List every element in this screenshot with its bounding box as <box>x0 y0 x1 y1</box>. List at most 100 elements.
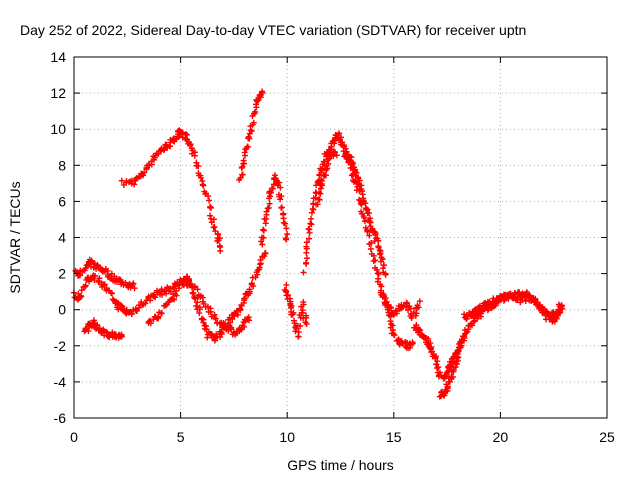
y-tick-label: -6 <box>54 410 67 426</box>
data-point <box>239 163 246 170</box>
data-point <box>196 306 203 313</box>
data-point <box>557 309 564 316</box>
data-point <box>434 358 441 365</box>
x-tick-label: 0 <box>70 429 78 445</box>
data-point <box>211 223 218 230</box>
data-point <box>375 243 382 250</box>
x-axis-label: GPS time / hours <box>287 457 394 473</box>
data-point <box>194 299 201 306</box>
data-point <box>258 238 265 245</box>
data-point <box>364 228 371 235</box>
data-point <box>443 371 450 378</box>
data-point <box>245 314 252 321</box>
data-point <box>193 302 200 309</box>
data-point <box>368 239 375 246</box>
data-point <box>278 204 285 211</box>
data-point <box>308 209 315 216</box>
data-point <box>349 171 356 178</box>
data-point <box>183 136 190 143</box>
data-point <box>108 290 115 297</box>
data-point <box>333 152 340 159</box>
data-point <box>272 175 279 182</box>
data-point <box>375 237 382 244</box>
data-point <box>191 152 198 159</box>
data-point <box>158 291 165 298</box>
data-point <box>544 311 551 318</box>
data-point <box>526 292 533 299</box>
y-tick-label: 2 <box>58 266 66 282</box>
data-point <box>306 226 313 233</box>
data-point <box>519 297 526 304</box>
data-point <box>463 329 470 336</box>
data-point <box>390 311 397 318</box>
y-tick-label: 12 <box>50 85 66 101</box>
data-point <box>382 270 389 277</box>
data-point <box>207 308 214 315</box>
data-point <box>267 189 274 196</box>
data-point <box>428 348 435 355</box>
data-point <box>147 297 154 304</box>
data-point <box>233 308 240 315</box>
data-point <box>234 311 241 318</box>
data-point <box>386 303 393 310</box>
data-point <box>316 189 323 196</box>
data-point <box>118 333 125 340</box>
data-point <box>295 329 302 336</box>
data-point <box>554 312 561 319</box>
data-point <box>87 263 94 270</box>
data-point <box>82 282 89 289</box>
data-point <box>266 200 273 207</box>
data-point <box>155 313 162 320</box>
data-point <box>258 234 265 241</box>
data-point <box>459 336 465 343</box>
data-point <box>427 340 434 347</box>
series-arc8 <box>281 281 310 340</box>
data-point <box>77 292 84 299</box>
data-point <box>190 290 197 297</box>
data-point <box>373 266 380 273</box>
data-point <box>208 204 215 211</box>
data-point <box>448 358 455 365</box>
data-point <box>288 303 295 310</box>
data-point <box>218 329 225 336</box>
data-point <box>90 317 97 324</box>
grid <box>74 57 607 418</box>
y-tick-label: 6 <box>58 193 66 209</box>
data-point <box>200 319 207 326</box>
data-point <box>250 119 257 126</box>
data-point <box>186 281 193 288</box>
data-point <box>195 163 202 170</box>
series-arc10 <box>313 148 340 208</box>
data-point <box>416 298 423 305</box>
data-point <box>277 184 284 191</box>
data-point <box>308 215 315 222</box>
data-point <box>316 196 323 203</box>
data-point <box>248 128 255 135</box>
data-point <box>505 295 512 302</box>
data-point <box>284 231 291 238</box>
data-point <box>100 326 107 333</box>
data-point <box>203 326 210 333</box>
data-point <box>120 305 127 312</box>
data-point <box>128 310 135 317</box>
series-arc3 <box>70 272 253 338</box>
data-point <box>91 277 98 284</box>
data-point <box>407 305 414 312</box>
data-point <box>192 295 199 302</box>
data-point <box>289 311 296 318</box>
x-tick-label: 15 <box>386 429 402 445</box>
data-point <box>207 212 214 219</box>
data-point <box>463 315 470 322</box>
data-point <box>304 255 311 262</box>
data-point <box>283 236 290 243</box>
data-point <box>260 226 267 233</box>
data-point <box>307 220 314 227</box>
series-arc7 <box>258 172 291 248</box>
data-point <box>171 296 178 303</box>
data-point <box>303 320 310 327</box>
data-point <box>210 216 217 223</box>
data-point <box>356 177 363 184</box>
data-point <box>323 162 330 169</box>
data-point <box>142 300 149 307</box>
